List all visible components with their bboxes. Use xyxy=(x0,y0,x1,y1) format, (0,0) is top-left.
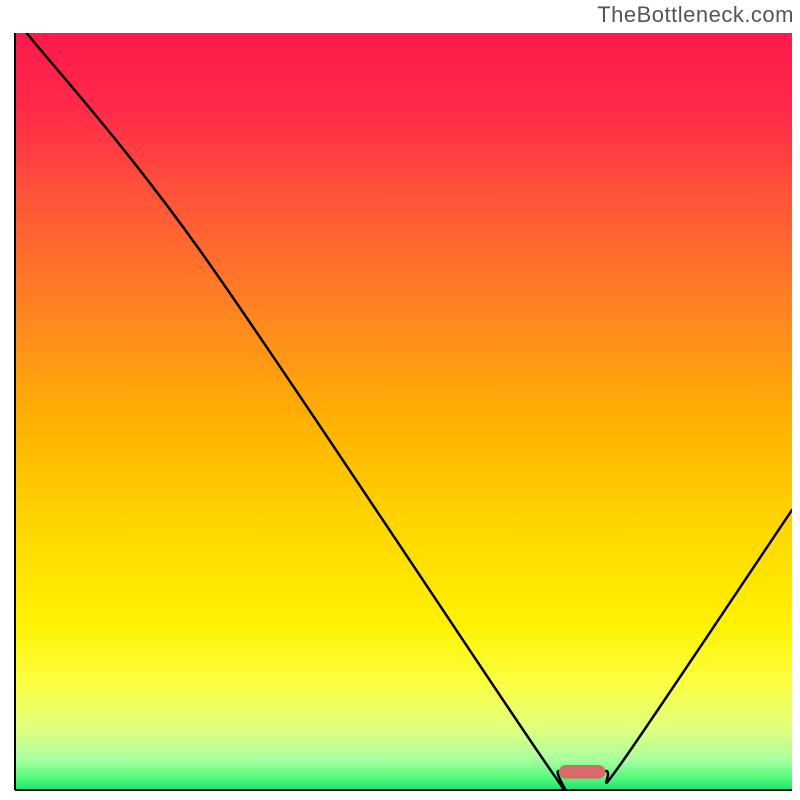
plot-area xyxy=(15,33,792,797)
watermark-text: TheBottleneck.com xyxy=(597,2,794,28)
recommendation-marker xyxy=(559,765,606,779)
chart-container: TheBottleneck.com xyxy=(0,0,800,800)
gradient-background xyxy=(15,33,792,790)
bottleneck-chart xyxy=(0,0,800,800)
